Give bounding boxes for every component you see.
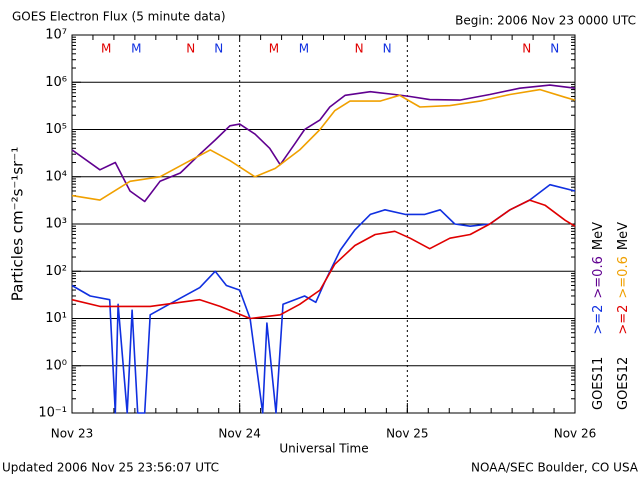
series-line [71,199,576,320]
x-tick-label: Nov 23 [51,427,94,441]
orbit-marker: M [101,42,111,56]
legend-entry: >=0.6 [616,256,631,298]
legend-unit: MeV [616,222,631,250]
legend-entry: >=2 [591,305,606,335]
footer-left: Updated 2006 Nov 25 23:56:07 UTC [2,461,219,475]
orbit-marker: N [214,42,223,56]
orbit-marker: N [186,42,195,56]
y-tick-label: 10³ [45,217,67,232]
y-tick-label: 10² [45,264,67,279]
y-tick-label: 10⁶ [45,75,67,90]
orbit-marker: N [355,42,364,56]
legend-satellite: GOES11 [591,357,606,410]
y-tick-label: 10⁵ [45,122,67,137]
orbit-marker: N [522,42,531,56]
y-tick-label: 10⁻¹ [38,406,67,421]
legend-entry: >=2 [616,305,631,335]
chart-subtitle: Begin: 2006 Nov 23 0000 UTC [455,14,636,28]
legend: GOES11 >=2 >=0.6 MeV [591,222,606,410]
series-line [71,183,576,414]
y-tick-label: 10⁴ [45,169,67,184]
orbit-marker: M [269,42,279,56]
y-tick-label: 10¹ [45,311,67,326]
series-line [71,88,576,201]
legend-satellite: GOES12 [616,357,631,410]
x-axis-label: Universal Time [279,442,368,456]
y-axis-label: Particles cm⁻²s⁻¹sr⁻¹ [9,147,27,301]
y-tick-label: 10⁷ [45,28,67,43]
orbit-marker: M [299,42,309,56]
chart-title: GOES Electron Flux (5 minute data) [12,10,226,24]
x-tick-label: Nov 25 [386,427,429,441]
x-tick-label: Nov 26 [554,427,597,441]
y-tick-label: 10⁰ [45,358,67,373]
orbit-marker: N [383,42,392,56]
legend-entry: >=0.6 [591,256,606,298]
x-tick-label: Nov 24 [218,427,261,441]
orbit-marker: N [550,42,559,56]
series-line [71,84,576,203]
orbit-marker: M [131,42,141,56]
legend: GOES12 >=2 >=0.6 MeV [616,222,631,410]
footer-right: NOAA/SEC Boulder, CO USA [471,461,639,475]
legend-unit: MeV [591,222,606,250]
